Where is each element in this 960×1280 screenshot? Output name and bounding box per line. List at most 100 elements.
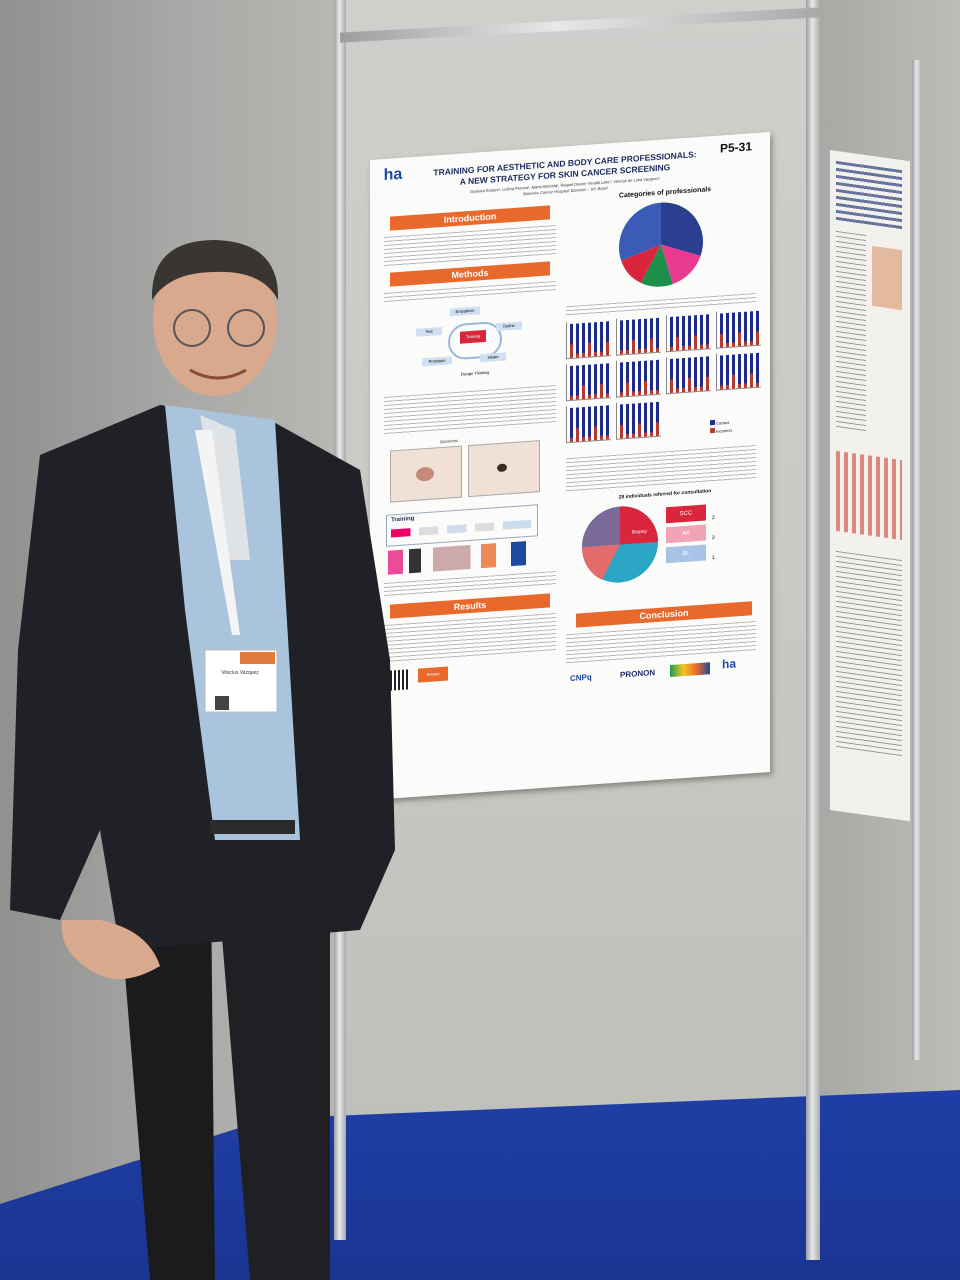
bar [588,322,591,357]
bar [600,321,603,356]
question-card-2 [468,440,540,498]
scientific-poster: ha P5-31 TRAINING FOR AESTHETIC AND BODY… [370,132,770,800]
diagnosis-ak: AK [666,524,706,544]
bar [670,316,673,352]
bar [638,403,641,438]
pie-slice-1 [661,244,701,285]
bar [688,315,691,350]
pie-slice-2 [640,244,673,287]
cnpq-logo: CNPq [570,672,592,684]
bar [756,352,759,388]
bar [594,364,597,399]
pie-slice-4 [619,202,661,261]
bar-chart-block [666,354,711,395]
bar [700,314,703,349]
bar [732,354,735,389]
bar [656,359,659,395]
bar [588,364,591,399]
consult-pie-chart [581,506,658,583]
bar [620,362,623,397]
bar [656,317,659,353]
bar [706,314,709,349]
ha-hospital-logo: ha [722,656,737,672]
bar [682,315,685,351]
diagnosis-bl: BL [666,544,706,564]
bar [706,356,709,391]
bar [570,365,573,401]
bar [750,311,753,346]
design-thinking-diagram: Training Empathize Define Ideate Prototy… [400,297,550,387]
bar [626,403,629,439]
diagram-node-define: Define [496,321,522,332]
bar [632,403,635,438]
bar [676,316,679,351]
bar-chart-block [616,315,661,356]
bar [732,312,735,347]
bar [620,404,623,439]
frame-pole-far [912,60,922,1060]
bar-chart-block [566,361,611,402]
pie-slice-3 [621,244,661,283]
bar [600,363,603,398]
bar-chart-block [716,308,761,349]
bar [632,319,635,354]
bar [582,364,585,400]
bar [600,405,603,440]
bar-chart-block [616,357,661,398]
bar [582,322,585,358]
diagnosis-scc: SCC [666,504,706,524]
bar [638,361,641,396]
bar [744,311,747,346]
bar [756,310,759,346]
pronon-logo: PRONON [620,668,656,680]
diagnosis-boxes: SCC AK BL [666,504,706,564]
diagram-node-ideate: Ideate [480,352,506,363]
bar [644,318,647,353]
diagram-center: Training [460,329,486,344]
bar [650,402,653,437]
bar [694,357,697,392]
ha-logo: ha [383,165,403,185]
bar [632,361,635,396]
bar [626,319,629,355]
bar [626,361,629,397]
frame-pole-right [806,0,820,1260]
bar [570,407,573,443]
bar [700,356,703,391]
bar [650,318,653,353]
bar [694,315,697,350]
diagram-caption: Design Thinking [460,369,490,377]
biopsy-label: Biopsy [632,528,648,536]
bar [726,312,729,348]
bar [570,323,573,359]
results-bar-charts [566,308,762,449]
bar [594,322,597,357]
bar [738,312,741,347]
bar [750,353,753,388]
bar [738,354,741,389]
bar [720,355,723,390]
bar-chart-block [566,403,611,444]
retrate-logo: Retrate [418,666,448,683]
presenter-person [10,240,395,1280]
bar [594,406,597,441]
bar [606,405,609,440]
poster-code: P5-31 [720,139,753,156]
bar [676,358,679,393]
bar [606,321,609,356]
bar [670,358,673,394]
bar [682,357,685,393]
bar [588,406,591,441]
questions-label: Questions [440,437,459,445]
bar [688,357,691,392]
bar [720,313,723,348]
bar [576,365,579,400]
bar [744,353,747,388]
bar [656,401,659,437]
pie-slice-0 [661,202,703,256]
bar-chart-block [566,319,611,360]
brazil-gov-logo [670,662,710,678]
bar [726,354,729,390]
bar-chart-block [616,399,661,440]
